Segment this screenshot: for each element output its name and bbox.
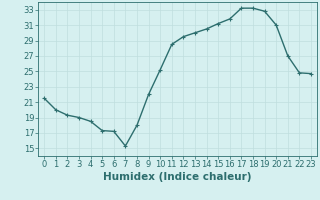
X-axis label: Humidex (Indice chaleur): Humidex (Indice chaleur) bbox=[103, 172, 252, 182]
